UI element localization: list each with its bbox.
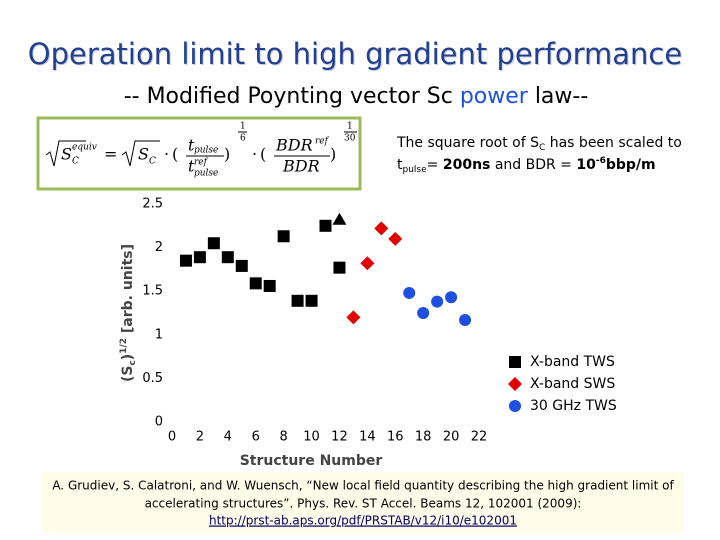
legend-item: 30 GHz TWS bbox=[509, 398, 617, 414]
x-tick-label: 0 bbox=[168, 430, 176, 445]
formula-text: S bbox=[61, 145, 72, 164]
marker bbox=[277, 230, 290, 243]
marker bbox=[332, 212, 347, 225]
marker bbox=[346, 310, 361, 325]
title: Operation limit to high gradient perform… bbox=[28, 37, 682, 71]
marker bbox=[305, 294, 318, 307]
marker bbox=[508, 377, 522, 391]
formula-text: 30 bbox=[344, 134, 356, 144]
formula-text: C bbox=[72, 157, 79, 167]
marker bbox=[360, 256, 375, 271]
x-tick-label: 16 bbox=[387, 430, 404, 445]
marker bbox=[333, 261, 346, 274]
legend-label: X-band SWS bbox=[530, 376, 615, 392]
x-tick-label: 2 bbox=[196, 430, 204, 445]
legend-item: X-band TWS bbox=[509, 354, 615, 370]
paren: ) bbox=[330, 145, 336, 164]
marker bbox=[459, 313, 472, 326]
formula-text: BDR bbox=[275, 136, 313, 155]
x-axis-title: Structure Number bbox=[240, 453, 383, 469]
reference: accelerating structures”. Phys. Rev. ST … bbox=[145, 497, 582, 511]
chart: Structure Number (Sc)1/2 [arb. units] 00… bbox=[119, 197, 617, 470]
marker bbox=[179, 254, 192, 267]
paren: ( bbox=[260, 145, 266, 164]
marker bbox=[388, 231, 403, 246]
x-tick-label: 10 bbox=[303, 430, 320, 445]
marker bbox=[374, 221, 389, 236]
reference-link[interactable]: http://prst-ab.aps.org/pdf/PRSTAB/v12/i1… bbox=[209, 514, 517, 528]
formula-text: = bbox=[104, 145, 117, 164]
marker bbox=[249, 277, 262, 290]
formula: S equiv C = S C · ( t pulse t ref pulse … bbox=[36, 116, 362, 191]
formula-text: pulse bbox=[194, 169, 218, 179]
formula-text: · bbox=[252, 145, 257, 164]
formula-text: 6 bbox=[240, 134, 246, 144]
formula-text: C bbox=[149, 157, 156, 167]
sqrt-sign bbox=[45, 140, 86, 167]
paren: ( bbox=[172, 145, 178, 164]
marker bbox=[509, 400, 521, 412]
formula-text: · bbox=[164, 145, 169, 164]
reference: A. Grudiev, S. Calatroni, and W. Wuensch… bbox=[52, 479, 674, 493]
formula-text: 1 bbox=[347, 122, 353, 132]
subtitle: -- Modified Poynting vector Sc power law… bbox=[124, 84, 589, 109]
formula-text: t bbox=[188, 157, 195, 176]
formula-text: pulse bbox=[194, 146, 218, 156]
formula-text: ref bbox=[194, 158, 209, 168]
marker bbox=[431, 295, 444, 308]
marker bbox=[417, 307, 430, 319]
formula-text: 1 bbox=[240, 122, 246, 132]
x-tick-label: 14 bbox=[359, 430, 376, 445]
marker bbox=[235, 259, 248, 272]
y-tick-label: 0.5 bbox=[142, 371, 163, 386]
marker bbox=[445, 291, 458, 304]
formula-text: equiv bbox=[72, 143, 97, 153]
marker bbox=[221, 251, 234, 264]
y-tick-label: 1 bbox=[155, 327, 163, 342]
y-axis-title: (Sc)1/2 [arb. units] bbox=[119, 244, 138, 382]
note: The square root of SC has been scaled to bbox=[396, 135, 682, 153]
marker bbox=[193, 251, 206, 264]
x-tick-label: 18 bbox=[415, 430, 432, 445]
formula-box bbox=[36, 116, 362, 191]
x-tick-label: 4 bbox=[224, 430, 232, 445]
legend-item: X-band SWS bbox=[508, 376, 615, 392]
reference-box bbox=[42, 472, 684, 533]
y-tick-label: 1.5 bbox=[142, 284, 163, 299]
y-tick-label: 2.5 bbox=[142, 197, 163, 212]
paren: ) bbox=[224, 145, 230, 164]
marker bbox=[319, 219, 332, 232]
formula-text: BDR bbox=[282, 157, 320, 176]
legend-label: X-band TWS bbox=[530, 354, 615, 370]
title-shadow: Operation limit to high gradient perform… bbox=[29, 38, 683, 72]
legend-label: 30 GHz TWS bbox=[530, 398, 617, 414]
note: tpulse= 200ns and BDR = 10-6bbp/m bbox=[397, 156, 656, 175]
formula-text: ref bbox=[315, 137, 330, 147]
formula-text: t bbox=[188, 136, 195, 155]
x-tick-label: 12 bbox=[331, 430, 348, 445]
x-tick-label: 20 bbox=[443, 430, 460, 445]
marker bbox=[509, 356, 521, 368]
x-tick-label: 8 bbox=[279, 430, 287, 445]
x-tick-label: 6 bbox=[252, 430, 260, 445]
x-tick-label: 22 bbox=[471, 430, 488, 445]
marker bbox=[207, 237, 220, 250]
marker bbox=[291, 294, 304, 307]
y-tick-label: 2 bbox=[155, 240, 163, 255]
sqrt-sign bbox=[121, 140, 160, 167]
y-tick-label: 0 bbox=[155, 415, 163, 430]
formula-text: S bbox=[138, 145, 149, 164]
marker bbox=[263, 279, 276, 292]
marker bbox=[403, 286, 416, 299]
